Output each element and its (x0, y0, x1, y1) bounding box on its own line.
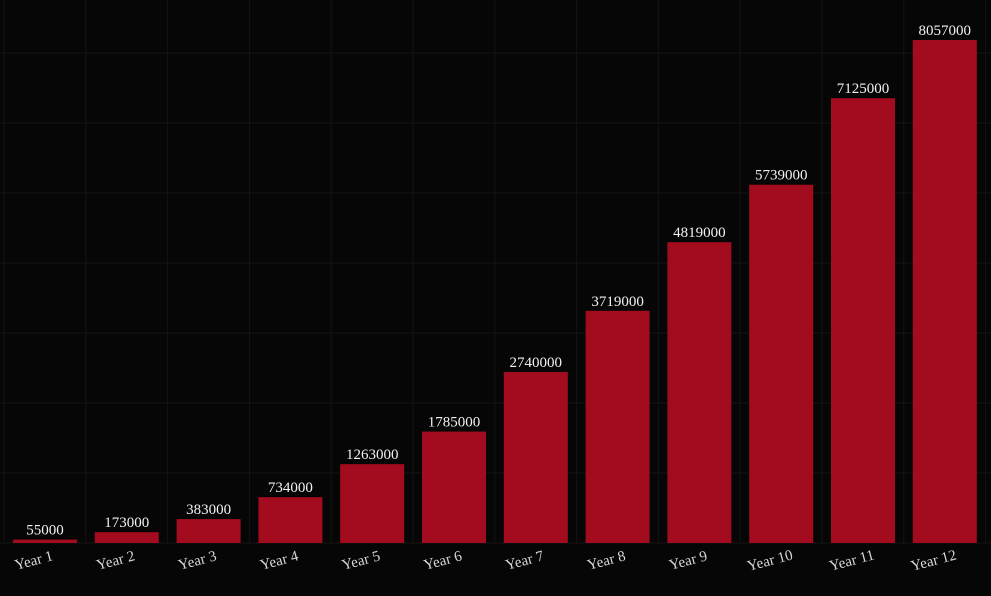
x-tick-label: Year 6 (422, 548, 464, 574)
x-tick-label: Year 11 (828, 547, 876, 574)
bar-12 (912, 40, 977, 543)
x-tick-label: Year 12 (909, 547, 958, 574)
data-label: 55000 (26, 523, 64, 539)
data-label: 8057000 (919, 23, 972, 39)
data-label: 2740000 (510, 355, 563, 371)
bar-7 (503, 371, 568, 543)
bar-10 (749, 184, 814, 543)
bar-1 (13, 539, 77, 543)
bar-11 (831, 98, 895, 543)
bar-8 (585, 310, 650, 543)
bar-2 (94, 532, 159, 543)
bar-9 (667, 242, 732, 544)
x-tick-label: Year 9 (668, 548, 710, 574)
data-label: 1785000 (428, 415, 481, 431)
bar-5 (340, 464, 405, 543)
data-label: 7125000 (837, 81, 890, 97)
data-label: 734000 (268, 480, 313, 496)
x-tick-label: Year 3 (177, 548, 219, 574)
data-label: 3719000 (591, 294, 644, 310)
x-tick-label: Year 7 (504, 548, 546, 574)
bar-4 (258, 497, 323, 543)
x-tick-label: Year 2 (95, 548, 137, 574)
data-label: 5739000 (755, 168, 808, 184)
x-tick-label: Year 8 (586, 548, 628, 574)
data-label: 173000 (104, 515, 149, 531)
bar-3 (176, 519, 241, 543)
data-label: 1263000 (346, 447, 399, 463)
data-label: 4819000 (673, 225, 726, 241)
x-tick-label: Year 5 (340, 548, 382, 574)
x-tick-label: Year 1 (13, 548, 55, 574)
bar-6 (422, 431, 486, 543)
x-tick-label: Year 10 (746, 547, 795, 574)
data-label: 383000 (186, 502, 231, 518)
x-tick-label: Year 4 (259, 548, 301, 574)
